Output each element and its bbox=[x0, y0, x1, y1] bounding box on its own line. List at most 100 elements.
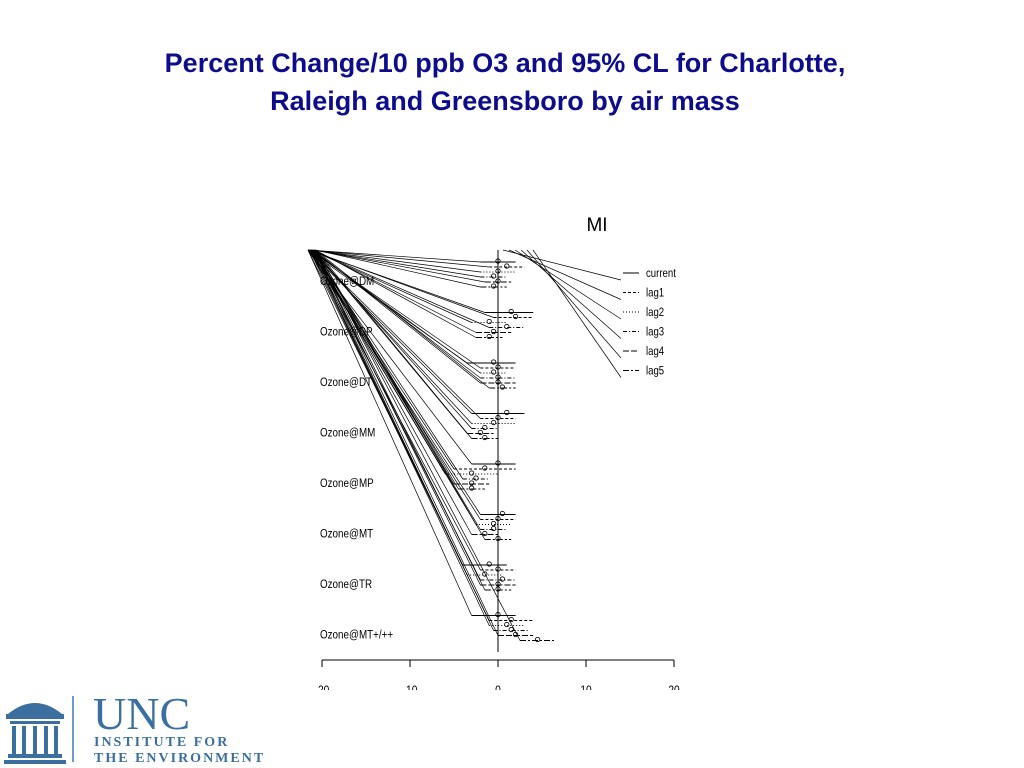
leader-line bbox=[315, 249, 459, 490]
logo-divider bbox=[72, 696, 74, 762]
estimate-point bbox=[504, 263, 510, 269]
legend-connector bbox=[502, 249, 622, 281]
leader-line bbox=[312, 249, 481, 530]
estimate-point bbox=[495, 278, 501, 284]
forest-plot: MI-20-1001020Ozone@DMOzone@DPOzone@DTOzo… bbox=[307, 215, 680, 690]
estimate-point bbox=[482, 465, 488, 471]
legend-label: lag1 bbox=[646, 287, 664, 300]
unc-logo: UNC INSTITUTE FOR THE ENVIRONMENT bbox=[0, 688, 300, 768]
estimate-point bbox=[482, 434, 488, 441]
estimate-point bbox=[495, 611, 501, 618]
leader-line bbox=[315, 249, 490, 389]
legend-connector bbox=[532, 249, 622, 378]
estimate-point bbox=[499, 510, 505, 517]
estimate-point bbox=[534, 636, 541, 643]
legend-label: lag3 bbox=[646, 326, 664, 339]
estimate-point bbox=[504, 323, 510, 330]
group-label: Ozone@MT+/++ bbox=[320, 629, 393, 642]
leader-line bbox=[315, 249, 477, 338]
estimate-point bbox=[473, 475, 479, 481]
estimate-point bbox=[495, 268, 501, 274]
estimate-point bbox=[499, 576, 505, 582]
leader-line bbox=[307, 249, 472, 616]
estimate-point bbox=[486, 333, 492, 340]
leader-line bbox=[307, 249, 481, 515]
x-tick-label: 10 bbox=[580, 684, 591, 690]
estimate-point bbox=[486, 318, 492, 325]
chart-title: MI bbox=[586, 215, 607, 236]
estimate-point bbox=[490, 520, 497, 527]
estimate-point bbox=[468, 485, 475, 491]
estimate-point bbox=[477, 429, 483, 436]
estimate-point bbox=[499, 384, 505, 390]
x-tick-label: -20 bbox=[315, 684, 330, 690]
leader-line bbox=[315, 249, 472, 439]
estimate-point bbox=[468, 480, 475, 486]
group-label: Ozone@MP bbox=[320, 477, 374, 490]
leader-line bbox=[307, 249, 481, 263]
legend-label: lag5 bbox=[646, 365, 664, 378]
estimate-point bbox=[490, 283, 497, 289]
logo-subtitle-line1: INSTITUTE FOR bbox=[94, 735, 230, 750]
leader-line bbox=[315, 249, 521, 641]
leader-line bbox=[315, 249, 486, 591]
estimate-point bbox=[495, 515, 501, 522]
estimate-point bbox=[482, 530, 488, 537]
x-tick-label: -10 bbox=[403, 684, 418, 690]
leader-line bbox=[309, 249, 490, 268]
estimate-point bbox=[495, 414, 501, 421]
estimate-point bbox=[468, 470, 475, 476]
estimate-point bbox=[495, 364, 501, 370]
estimate-point bbox=[490, 359, 497, 365]
estimate-point bbox=[490, 525, 497, 532]
estimate-point bbox=[495, 258, 501, 264]
leader-line bbox=[315, 249, 481, 288]
leader-line bbox=[310, 249, 481, 273]
estimate-point bbox=[508, 308, 514, 315]
legend-label: lag4 bbox=[646, 345, 664, 358]
logo-unc-text: UNC bbox=[93, 688, 191, 739]
slide-title-line2: Raleigh and Greensboro by air mass bbox=[270, 86, 740, 116]
leader-line bbox=[312, 249, 494, 631]
leader-line bbox=[315, 249, 486, 540]
leader-line bbox=[312, 249, 490, 328]
estimate-point bbox=[508, 626, 514, 633]
group-label: Ozone@MM bbox=[320, 427, 375, 440]
leader-line bbox=[313, 249, 481, 586]
leader-line bbox=[313, 249, 481, 384]
estimate-point bbox=[490, 419, 497, 426]
estimate-point bbox=[504, 621, 510, 628]
x-tick-label: 20 bbox=[668, 684, 679, 690]
legend-label: current bbox=[646, 267, 676, 280]
estimate-point bbox=[495, 566, 501, 572]
logo-subtitle-line2: THE ENVIRONMENT bbox=[94, 751, 266, 766]
estimate-point bbox=[495, 460, 501, 466]
estimate-point bbox=[490, 328, 497, 335]
legend-connector bbox=[514, 249, 622, 320]
leader-line bbox=[313, 249, 485, 283]
estimate-point bbox=[504, 409, 510, 416]
estimate-point bbox=[495, 581, 501, 587]
estimate-point bbox=[512, 313, 519, 320]
old-well-icon bbox=[4, 703, 66, 764]
slide-title-line1: Percent Change/10 ppb O3 and 95% CL for … bbox=[164, 48, 846, 78]
leader-line bbox=[312, 249, 481, 278]
leader-line bbox=[307, 249, 472, 414]
estimate-point bbox=[495, 374, 501, 380]
slide-title: Percent Change/10 ppb O3 and 95% CL for … bbox=[0, 44, 1010, 120]
estimate-point bbox=[482, 424, 488, 431]
estimate-point bbox=[490, 273, 497, 279]
x-tick-label: 0 bbox=[495, 684, 501, 690]
group-label: Ozone@TR bbox=[320, 578, 372, 591]
group-label: Ozone@DT bbox=[320, 376, 372, 389]
leader-line bbox=[313, 249, 468, 434]
leader-line bbox=[313, 249, 499, 636]
estimate-point bbox=[482, 571, 488, 577]
leader-line bbox=[309, 249, 494, 318]
legend-connector bbox=[526, 249, 622, 359]
estimate-point bbox=[495, 379, 501, 385]
leader-line bbox=[310, 249, 490, 626]
estimate-point bbox=[490, 369, 497, 375]
estimate-point bbox=[495, 535, 501, 542]
legend-connector bbox=[520, 249, 622, 339]
